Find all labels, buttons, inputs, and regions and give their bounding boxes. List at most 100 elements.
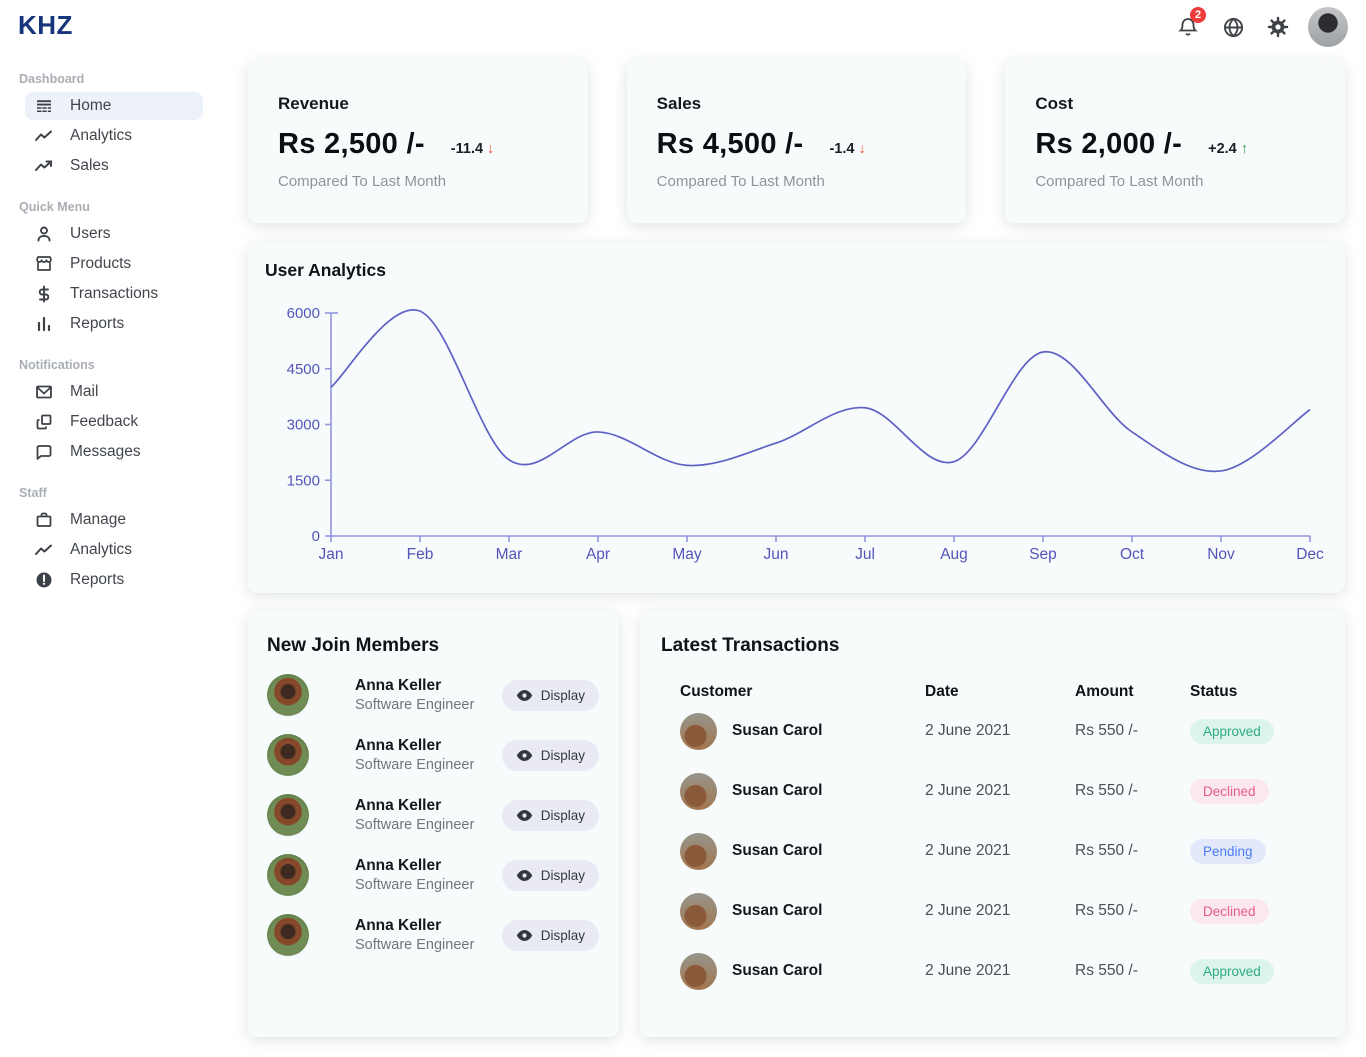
transaction-amount: Rs 550 /- bbox=[1075, 722, 1138, 739]
x-tick-label: Apr bbox=[586, 546, 610, 563]
stat-title: Cost bbox=[1035, 94, 1074, 113]
transaction-row: Susan Carol 2 June 2021 Rs 550 /- Pendin… bbox=[661, 821, 1325, 881]
notifications-button[interactable]: 2 bbox=[1173, 7, 1206, 42]
user-avatar[interactable] bbox=[1308, 7, 1348, 47]
sidebar-item-manage[interactable]: Manage bbox=[25, 506, 203, 534]
eye-icon bbox=[516, 869, 533, 882]
trend-line-icon bbox=[34, 127, 53, 146]
x-tick-label: Aug bbox=[940, 546, 968, 563]
section-label: Dashboard bbox=[19, 72, 85, 86]
y-tick-label: 0 bbox=[312, 528, 320, 545]
language-globe-button[interactable] bbox=[1218, 12, 1248, 42]
gear-icon bbox=[1267, 16, 1289, 38]
x-tick-label: Jan bbox=[319, 546, 344, 563]
eye-icon bbox=[516, 809, 533, 822]
x-tick-label: Feb bbox=[407, 546, 434, 563]
sidebar-item-home[interactable]: Home bbox=[25, 92, 203, 120]
eye-icon bbox=[516, 929, 533, 942]
new-join-members-card: New Join Members Anna Keller Software En… bbox=[248, 611, 619, 1037]
cost-card: Cost Rs 2,000 /- +2.4 Compared To Last M… bbox=[1005, 60, 1346, 223]
stat-note: Compared To Last Month bbox=[1035, 173, 1204, 190]
stat-delta: -11.4 bbox=[450, 141, 484, 157]
sidebar-item-transactions[interactable]: Transactions bbox=[25, 280, 203, 308]
sidebar: Dashboard Home Analytics bbox=[0, 52, 230, 1057]
sales-card: Sales Rs 4,500 /- -1.4 Compared To Last … bbox=[626, 60, 967, 223]
sidebar-item-staff-reports[interactable]: Reports bbox=[25, 566, 203, 594]
sidebar-section-notifications: Notifications Mail Feedback bbox=[0, 352, 230, 466]
stat-value: Rs 2,500 /- bbox=[278, 128, 425, 160]
display-button[interactable]: Display bbox=[501, 799, 599, 831]
sidebar-item-analytics[interactable]: Analytics bbox=[25, 122, 203, 150]
member-avatar bbox=[267, 734, 309, 776]
sidebar-item-sales[interactable]: Sales bbox=[25, 152, 203, 180]
transaction-row: Susan Carol 2 June 2021 Rs 550 /- Approv… bbox=[661, 941, 1325, 1001]
column-header: Date bbox=[925, 683, 959, 700]
sidebar-item-messages[interactable]: Messages bbox=[25, 438, 203, 466]
sidebar-item-products[interactable]: Products bbox=[25, 250, 203, 278]
stat-delta: -1.4 bbox=[829, 141, 855, 157]
dollar-icon bbox=[34, 285, 53, 304]
member-role: Software Engineer bbox=[355, 937, 475, 953]
status-badge: Approved bbox=[1190, 958, 1274, 984]
customer-avatar bbox=[680, 892, 717, 930]
status-badge: Declined bbox=[1190, 898, 1269, 924]
sidebar-item-users[interactable]: Users bbox=[25, 220, 203, 248]
sidebar-item-label: Reports bbox=[70, 315, 125, 332]
member-name: Anna Keller bbox=[355, 737, 442, 754]
sidebar-item-label: Manage bbox=[70, 511, 127, 528]
y-tick-label: 6000 bbox=[287, 305, 320, 322]
sidebar-item-staff-analytics[interactable]: Analytics bbox=[25, 536, 203, 564]
chat-bubble-icon bbox=[34, 443, 53, 462]
transaction-row: Susan Carol 2 June 2021 Rs 550 /- Approv… bbox=[661, 701, 1325, 761]
transaction-date: 2 June 2021 bbox=[925, 962, 1011, 979]
sidebar-item-reports[interactable]: Reports bbox=[25, 310, 203, 338]
stat-value: Rs 4,500 /- bbox=[656, 128, 804, 160]
user-icon bbox=[34, 225, 53, 244]
display-button[interactable]: Display bbox=[501, 919, 599, 951]
member-row: Anna Keller Software Engineer Display bbox=[267, 845, 599, 905]
notification-badge: 2 bbox=[1190, 7, 1206, 23]
dashboard-grid-icon bbox=[34, 97, 53, 116]
customer-name: Susan Carol bbox=[732, 902, 823, 919]
trend-line-icon bbox=[34, 541, 53, 560]
x-tick-label: Oct bbox=[1120, 546, 1145, 563]
stat-note: Compared To Last Month bbox=[656, 173, 825, 190]
stat-delta: +2.4 bbox=[1208, 141, 1237, 157]
sidebar-item-label: Analytics bbox=[70, 127, 133, 144]
column-header: Customer bbox=[680, 683, 753, 700]
member-name: Anna Keller bbox=[355, 857, 442, 874]
members-title: New Join Members bbox=[267, 635, 440, 656]
transaction-date: 2 June 2021 bbox=[925, 722, 1011, 739]
eye-icon bbox=[516, 689, 533, 702]
sidebar-item-label: Mail bbox=[70, 383, 99, 400]
sidebar-item-label: Analytics bbox=[70, 541, 133, 558]
x-tick-label: Sep bbox=[1029, 546, 1057, 563]
user-analytics-chart: 0 1500 3000 4500 6000 Jan Feb Mar Apr May Jun Jul Au… bbox=[287, 305, 1324, 563]
customer-name: Susan Carol bbox=[732, 842, 823, 859]
bell-icon bbox=[1177, 16, 1199, 38]
member-name: Anna Keller bbox=[355, 677, 442, 694]
member-row: Anna Keller Software Engineer Display bbox=[267, 905, 599, 965]
display-button[interactable]: Display bbox=[501, 859, 599, 891]
bar-chart-icon bbox=[34, 315, 53, 334]
member-avatar bbox=[267, 914, 309, 956]
axis-end-tick bbox=[331, 312, 338, 314]
y-tick-label: 4500 bbox=[287, 361, 320, 378]
settings-button[interactable] bbox=[1263, 12, 1293, 42]
customer-avatar bbox=[680, 952, 717, 990]
sidebar-item-feedback[interactable]: Feedback bbox=[25, 408, 203, 436]
brand-logo: KHZ bbox=[18, 10, 73, 40]
member-avatar bbox=[267, 674, 309, 716]
transaction-row: Susan Carol 2 June 2021 Rs 550 /- Declin… bbox=[661, 881, 1325, 941]
sidebar-item-label: Messages bbox=[70, 443, 141, 460]
sidebar-item-mail[interactable]: Mail bbox=[25, 378, 203, 406]
display-button[interactable]: Display bbox=[501, 739, 599, 771]
member-row: Anna Keller Software Engineer Display bbox=[267, 785, 599, 845]
transaction-amount: Rs 550 /- bbox=[1075, 782, 1138, 799]
y-tick-label: 3000 bbox=[287, 417, 320, 434]
section-label: Quick Menu bbox=[19, 200, 90, 214]
display-button[interactable]: Display bbox=[501, 679, 599, 711]
x-tick-label: May bbox=[672, 546, 702, 563]
column-header: Status bbox=[1190, 683, 1238, 700]
revenue-card: Revenue Rs 2,500 /- -11.4 Compared To La… bbox=[248, 60, 588, 223]
